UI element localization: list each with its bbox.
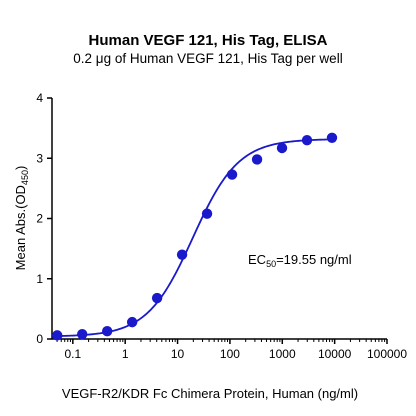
y-axis: 0 1 2 3 4: [36, 91, 53, 346]
data-point: [276, 142, 288, 154]
data-point: [52, 330, 63, 341]
y-tick-label: 1: [36, 272, 43, 286]
data-point: [251, 154, 263, 165]
x-tick-label: 1000: [269, 347, 296, 361]
ec50-sub: 50: [266, 259, 276, 269]
data-point: [201, 208, 213, 219]
x-axis-label: VEGF-R2/KDR Fc Chimera Protein, Human (n…: [62, 386, 358, 401]
y-axis-label-close: ): [13, 166, 28, 170]
x-axis: 0.1 1 10 100 1000 10000 100000: [52, 338, 407, 361]
x-tick-label: 10000: [318, 347, 352, 361]
data-point: [176, 249, 188, 260]
y-axis-label-main: Mean Abs.(OD: [13, 185, 28, 270]
y-axis-label: Mean Abs.(OD450): [13, 166, 30, 271]
chart-subtitle: 0.2 μg of Human VEGF 121, His Tag per we…: [73, 51, 343, 66]
ec50-prefix: EC: [248, 252, 266, 267]
x-tick-label: 100: [220, 347, 240, 361]
data-point: [151, 292, 163, 304]
x-tick-label: 0.1: [64, 347, 81, 361]
data-points: [52, 132, 338, 341]
y-axis-label-sub: 450: [20, 170, 30, 185]
y-tick-label: 0: [36, 332, 43, 346]
fit-curve: [57, 138, 333, 337]
ec50-annotation: EC50=19.55 ng/ml: [248, 252, 352, 269]
data-point: [126, 316, 138, 328]
x-tick-label: 1: [122, 347, 129, 361]
y-tick-label: 2: [36, 212, 43, 226]
data-point: [77, 328, 88, 340]
data-point: [101, 325, 113, 337]
y-tick-label: 3: [36, 151, 43, 165]
data-point: [326, 132, 338, 143]
ec50-value: =19.55 ng/ml: [276, 252, 352, 267]
x-tick-label: 100000: [367, 347, 407, 361]
data-point: [226, 169, 238, 180]
data-point: [301, 134, 313, 146]
x-tick-label: 10: [171, 347, 185, 361]
y-tick-label: 4: [36, 91, 43, 105]
chart-title: Human VEGF 121, His Tag, ELISA: [88, 32, 328, 49]
